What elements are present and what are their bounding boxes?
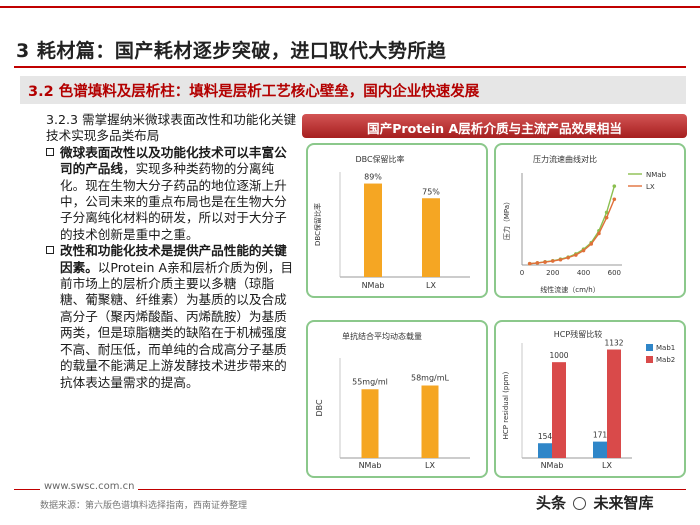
chart1-title: DBC保留比率: [355, 154, 404, 164]
chart2-point: [612, 184, 617, 188]
chart-frame-hcp: [494, 320, 686, 478]
chart4-data-label: 171: [593, 431, 608, 440]
chart4-tick-label: LX: [602, 461, 612, 470]
chart2-legend-label: NMab: [646, 171, 667, 179]
chart2-x-tick: 0: [520, 269, 524, 277]
chart1-tick-label: LX: [426, 281, 436, 290]
watermark-b: 未来智库: [593, 494, 654, 512]
chart3-bar-lx: [421, 385, 439, 458]
section-subtitle: 3.2 色谱填料及层析柱：填料是层析工艺核心壁垒，国内企业快速发展: [28, 84, 480, 100]
chart2-xlabel: 线性流速（cm/h）: [540, 285, 599, 294]
chart4-data-label: 1000: [549, 351, 568, 360]
chart1-ylabel: DBC保留比率: [313, 203, 322, 246]
bullet-2-text: 以Protein A亲和层析介质为例，目前市场上的层析介质主要以多糖（琼脂糖、葡…: [60, 259, 294, 390]
bullet-1: 微球表面改性以及功能化技术可以丰富公司的产品线，实现多种类药物的分离纯化。现在生…: [46, 145, 298, 243]
chart2-point: [604, 210, 609, 215]
chart1-data-label: 89%: [364, 173, 382, 182]
chart3-title: 单抗结合平均动态载量: [342, 331, 422, 341]
chart4-bar-lx-mab2: [607, 349, 621, 458]
chart3-data-label: 58mg/mL: [411, 374, 450, 383]
chart1-tick-label: NMab: [362, 281, 385, 290]
chart2-point: [604, 215, 609, 220]
chart4-legend-swatch: [646, 344, 653, 351]
subtitle-bar: [20, 76, 686, 104]
chart3-tick-label: LX: [425, 461, 435, 470]
chart2-title: 压力流速曲线对比: [533, 154, 597, 164]
chart2-point: [589, 242, 594, 246]
chart4-data-label: 154: [538, 432, 553, 441]
chart3-ylabel: DBC: [315, 399, 324, 417]
chart2-point: [550, 259, 555, 263]
chart4-tick-label: NMab: [541, 461, 564, 470]
footer-rule: [14, 489, 686, 490]
footer-url: www.swsc.com.cn: [40, 481, 139, 492]
chart3-bar-nmab: [361, 389, 379, 458]
top-rule: [0, 6, 700, 8]
chart4-bar-nmab-mab1: [538, 443, 552, 458]
chart2-point: [558, 257, 563, 262]
chart2-x-tick: 600: [608, 269, 621, 277]
page-title: 3 耗材篇：国产耗材逐步突破，进口取代大势所趋: [16, 40, 447, 62]
chart1-bar-nmab: [364, 183, 382, 277]
section-heading: 3.2.3 需掌握纳米微球表面改性和功能化关键技术实现多品类布局: [46, 112, 297, 144]
chart2-point: [574, 253, 578, 257]
chart2-point: [597, 231, 601, 236]
watermark-a: 头条: [536, 494, 567, 512]
square-bullet-icon: [46, 147, 54, 156]
bullet-1-bold: 微球表面改性以及功能化技术可以丰富公司的产品线: [60, 144, 287, 177]
square-bullet-icon: [46, 246, 54, 255]
watermark-logo-icon: [573, 497, 587, 510]
chart4-title: HCP残留比较: [554, 329, 602, 339]
comparison-banner: [302, 114, 687, 138]
chart4-legend-label: Mab1: [656, 344, 675, 352]
chart-frame-dbc: [306, 320, 488, 478]
chart2-point: [527, 261, 532, 266]
chart2-x-tick: 200: [546, 269, 559, 277]
chart4-legend-label: Mab2: [656, 356, 675, 364]
title-divider: [14, 66, 686, 68]
chart3-tick-label: NMab: [359, 461, 382, 470]
chart2-ylabel: 压力（MPa）: [502, 198, 511, 240]
chart2-x-tick: 400: [577, 269, 590, 277]
chart4-bar-nmab-mab2: [552, 362, 566, 458]
chart1-data-label: 75%: [422, 187, 440, 196]
chart2-line-lx: [529, 199, 615, 265]
footer-source: 数据来源：第六版色谱填料选择指南，西南证券整理: [40, 501, 248, 511]
chart4-data-label: 1132: [604, 339, 623, 348]
bullet-2: 改性和功能化技术是提供产品性能的关键因素。以Protein A亲和层析介质为例，…: [46, 243, 298, 391]
chart-frame-pressure: [494, 143, 686, 298]
chart4-legend-swatch: [646, 356, 653, 363]
chart1-bar-lx: [422, 198, 440, 277]
chart4-bar-lx-mab1: [593, 441, 607, 458]
chart3-data-label: 55mg/ml: [352, 377, 388, 386]
bullet-2-bold: 改性和功能化技术是提供产品性能的关键因素。: [60, 243, 287, 275]
chart2-legend-label: LX: [646, 183, 655, 191]
chart2-point: [535, 261, 540, 265]
chart2-point: [543, 260, 547, 264]
left-text-column: 3.2.3 需掌握纳米微球表面改性和功能化关键技术实现多品类布局 微球表面改性以…: [46, 112, 298, 391]
watermark: 头条 未来智库: [536, 492, 654, 513]
chart2-point: [581, 248, 586, 253]
chart2-point: [566, 255, 570, 260]
chart-frame-dbc-ratio: [306, 143, 488, 298]
comparison-banner-text: 国产Protein A层析介质与主流产品效果相当: [367, 121, 622, 136]
chart4-ylabel: HCP residual (ppm): [502, 371, 510, 439]
bullet-1-text: ，实现多种类药物的分离纯化。现在生物大分子药品的地位逐渐上升中，公司未来的重点布…: [60, 161, 287, 242]
chart2-line-nmab: [529, 185, 615, 265]
chart2-point: [612, 197, 617, 202]
